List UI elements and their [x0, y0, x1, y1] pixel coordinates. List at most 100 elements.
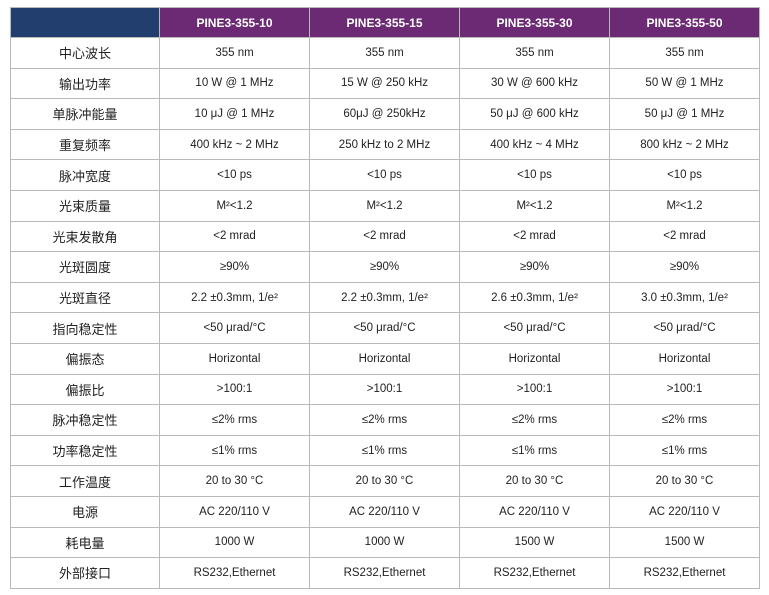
- spec-value-cell: 15 W @ 250 kHz: [309, 67, 460, 100]
- spec-value-cell: ≥90%: [159, 251, 310, 283]
- row-label: 脉冲宽度: [10, 159, 160, 191]
- table-row: 电源 AC 220/110 V AC 220/110 V AC 220/110 V AC…: [10, 495, 760, 528]
- table-row: 脉冲宽度 <10 ps <10 ps <10 ps <10 ps: [10, 159, 760, 191]
- row-label: 输出功率: [10, 67, 160, 100]
- table-row: 光束发散角 <2 mrad <2 mrad <2 mrad <2 mrad: [10, 220, 760, 253]
- spec-value-cell: <50 μrad/°C: [609, 312, 760, 344]
- spec-value-cell: M²<1.2: [459, 189, 610, 222]
- row-label: 脉冲稳定性: [10, 404, 160, 436]
- row-label: 光束发散角: [10, 220, 160, 253]
- spec-value-cell: AC 220/110 V: [309, 495, 460, 528]
- spec-table-body: 中心波长 355 nm 355 nm 355 nm 355 nm 输出功率 10 W @ 1…: [10, 37, 760, 589]
- row-label: 功率稳定性: [10, 434, 160, 467]
- spec-value-cell: Horizontal: [159, 342, 310, 375]
- spec-value-cell: RS232,Ethernet: [309, 557, 460, 589]
- spec-value-cell: Horizontal: [309, 342, 460, 375]
- spec-value-cell: Horizontal: [459, 342, 610, 375]
- row-label: 重复频率: [10, 128, 160, 161]
- row-label: 光斑直径: [10, 281, 160, 314]
- spec-value-cell: 3.0 ±0.3mm, 1/e²: [609, 281, 760, 314]
- spec-value-cell: ≤2% rms: [459, 404, 610, 436]
- row-label: 工作温度: [10, 465, 160, 497]
- spec-value-cell: 400 kHz ~ 4 MHz: [459, 128, 610, 161]
- spec-value-cell: >100:1: [159, 373, 310, 406]
- table-row: 外部接口 RS232,Ethernet RS232,Ethernet RS232,Et…: [10, 557, 760, 589]
- row-label: 单脉冲能量: [10, 98, 160, 130]
- table-row: 耗电量 1000 W 1000 W 1500 W 1500 W: [10, 526, 760, 559]
- spec-value-cell: 1000 W: [309, 526, 460, 559]
- spec-value-cell: 2.6 ±0.3mm, 1/e²: [459, 281, 610, 314]
- table-row: 重复频率 400 kHz ~ 2 MHz 250 kHz to 2 MHz 400 k…: [10, 128, 760, 161]
- spec-value-cell: 60μJ @ 250kHz: [309, 98, 460, 130]
- spec-value-cell: 355 nm: [159, 37, 310, 69]
- spec-value-cell: 355 nm: [459, 37, 610, 69]
- spec-value-cell: ≤2% rms: [609, 404, 760, 436]
- spec-value-cell: ≥90%: [309, 251, 460, 283]
- column-header-model: PINE3-355-50: [609, 7, 760, 38]
- spec-value-cell: <10 ps: [459, 159, 610, 191]
- spec-value-cell: <50 μrad/°C: [459, 312, 610, 344]
- spec-value-cell: 355 nm: [609, 37, 760, 69]
- row-label: 偏振比: [10, 373, 160, 406]
- spec-value-cell: 400 kHz ~ 2 MHz: [159, 128, 310, 161]
- cropped-caption: [8, 0, 128, 6]
- spec-value-cell: ≥90%: [459, 251, 610, 283]
- table-row: 脉冲稳定性 ≤2% rms ≤2% rms ≤2% rms ≤2% rms: [10, 404, 760, 436]
- spec-value-cell: 20 to 30 °C: [159, 465, 310, 497]
- spec-value-cell: <50 μrad/°C: [309, 312, 460, 344]
- row-label: 偏振态: [10, 342, 160, 375]
- spec-value-cell: ≤1% rms: [609, 434, 760, 467]
- spec-value-cell: <10 ps: [609, 159, 760, 191]
- spec-value-cell: <10 ps: [309, 159, 460, 191]
- column-header-model: PINE3-355-15: [309, 7, 460, 38]
- spec-table: PINE3-355-10 PINE3-355-15 PINE3-355-30 P…: [10, 7, 760, 589]
- row-label: 光束质量: [10, 189, 160, 222]
- table-row: 中心波长 355 nm 355 nm 355 nm 355 nm: [10, 37, 760, 69]
- spec-value-cell: ≤2% rms: [159, 404, 310, 436]
- spec-value-cell: RS232,Ethernet: [609, 557, 760, 589]
- spec-value-cell: 250 kHz to 2 MHz: [309, 128, 460, 161]
- spec-value-cell: 20 to 30 °C: [609, 465, 760, 497]
- spec-value-cell: M²<1.2: [609, 189, 760, 222]
- spec-value-cell: AC 220/110 V: [459, 495, 610, 528]
- spec-value-cell: 50 μJ @ 600 kHz: [459, 98, 610, 130]
- spec-value-cell: M²<1.2: [309, 189, 460, 222]
- spec-value-cell: >100:1: [309, 373, 460, 406]
- header-row: PINE3-355-10 PINE3-355-15 PINE3-355-30 P…: [10, 7, 760, 38]
- spec-value-cell: M²<1.2: [159, 189, 310, 222]
- table-row: 输出功率 10 W @ 1 MHz 15 W @ 250 kHz 30 W @ 600…: [10, 67, 760, 100]
- table-row: 工作温度 20 to 30 °C 20 to 30 °C 20 to 30 °C 20 …: [10, 465, 760, 497]
- table-row: 光斑圆度 ≥90% ≥90% ≥90% ≥90%: [10, 251, 760, 283]
- spec-value-cell: <2 mrad: [459, 220, 610, 253]
- spec-value-cell: 30 W @ 600 kHz: [459, 67, 610, 100]
- spec-value-cell: <2 mrad: [609, 220, 760, 253]
- spec-value-cell: RS232,Ethernet: [459, 557, 610, 589]
- spec-value-cell: 1000 W: [159, 526, 310, 559]
- header-corner-cell: [10, 7, 160, 38]
- spec-value-cell: 800 kHz ~ 2 MHz: [609, 128, 760, 161]
- row-label: 中心波长: [10, 37, 160, 69]
- spec-value-cell: 20 to 30 °C: [459, 465, 610, 497]
- row-label: 外部接口: [10, 557, 160, 589]
- spec-value-cell: <10 ps: [159, 159, 310, 191]
- row-label: 光斑圆度: [10, 251, 160, 283]
- spec-value-cell: <50 μrad/°C: [159, 312, 310, 344]
- spec-value-cell: >100:1: [609, 373, 760, 406]
- spec-value-cell: RS232,Ethernet: [159, 557, 310, 589]
- table-row: 偏振态 Horizontal Horizontal Horizontal Horizon…: [10, 342, 760, 375]
- column-header-model: PINE3-355-30: [459, 7, 610, 38]
- table-row: 单脉冲能量 10 μJ @ 1 MHz 60μJ @ 250kHz 50 μJ @ 6…: [10, 98, 760, 130]
- row-label: 耗电量: [10, 526, 160, 559]
- table-row: 功率稳定性 ≤1% rms ≤1% rms ≤1% rms ≤1% rms: [10, 434, 760, 467]
- spec-value-cell: Horizontal: [609, 342, 760, 375]
- spec-value-cell: <2 mrad: [159, 220, 310, 253]
- spec-value-cell: ≤2% rms: [309, 404, 460, 436]
- table-row: 光束质量 M²<1.2 M²<1.2 M²<1.2 M²<1.2: [10, 189, 760, 222]
- spec-value-cell: ≤1% rms: [459, 434, 610, 467]
- spec-value-cell: 10 W @ 1 MHz: [159, 67, 310, 100]
- table-row: 光斑直径 2.2 ±0.3mm, 1/e² 2.2 ±0.3mm, 1/e² 2.6 …: [10, 281, 760, 314]
- spec-value-cell: <2 mrad: [309, 220, 460, 253]
- spec-value-cell: 1500 W: [609, 526, 760, 559]
- spec-value-cell: 2.2 ±0.3mm, 1/e²: [309, 281, 460, 314]
- spec-value-cell: AC 220/110 V: [159, 495, 310, 528]
